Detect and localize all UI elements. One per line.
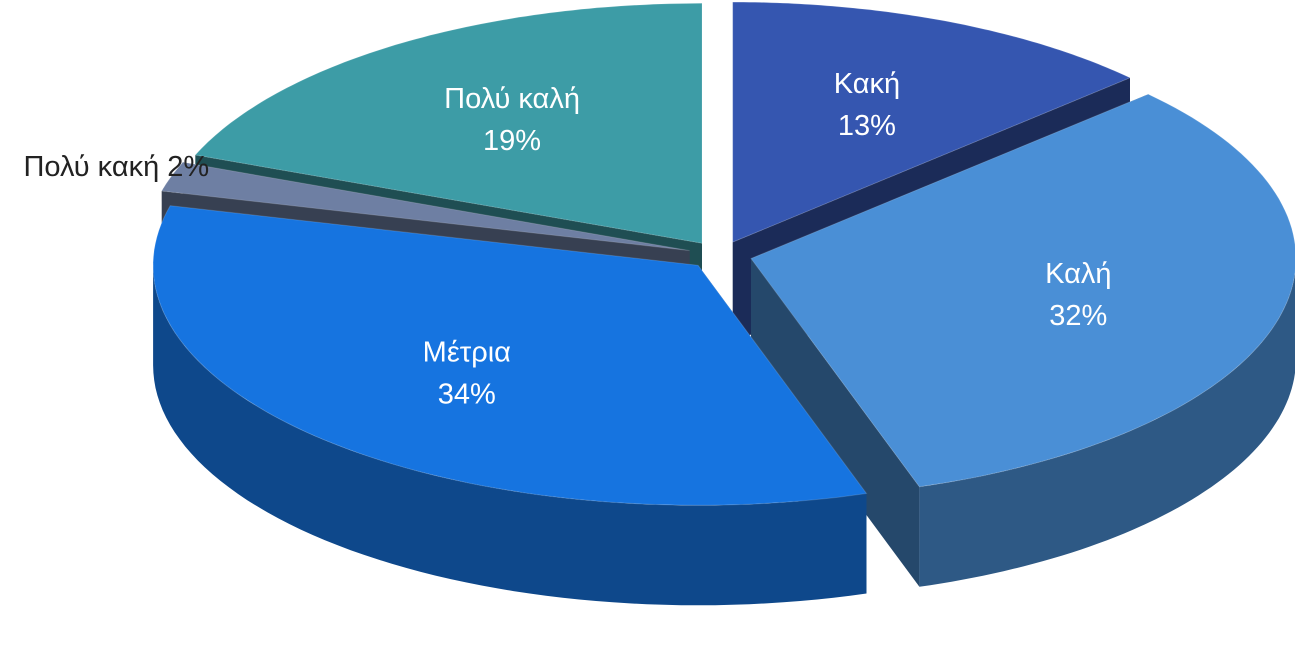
value-label: 13% xyxy=(838,110,896,142)
value-label: 34% xyxy=(438,378,496,410)
category-label: Κακή xyxy=(834,68,900,100)
category-label: Μέτρια xyxy=(423,336,511,368)
slice xyxy=(750,93,1295,488)
category-label: Πολύ καλή xyxy=(444,83,580,115)
slice-wall xyxy=(153,265,867,606)
slice xyxy=(194,2,703,244)
value-label: 32% xyxy=(1049,300,1107,332)
slice xyxy=(732,1,1132,243)
slice-wall xyxy=(919,272,1295,587)
category-label: Καλή xyxy=(1045,258,1111,290)
slice xyxy=(160,161,690,252)
slice-side xyxy=(751,258,920,587)
value-label: 2% xyxy=(167,151,209,183)
category-label: Πολύ κακή xyxy=(23,151,159,183)
slice xyxy=(152,205,868,506)
value-label: 19% xyxy=(483,125,541,157)
